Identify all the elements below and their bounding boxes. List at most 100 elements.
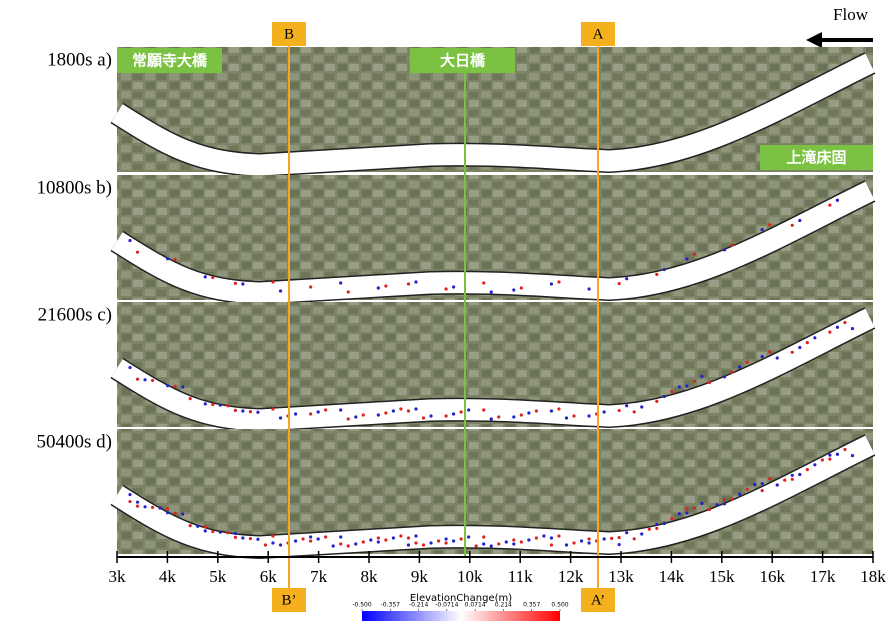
elevation-change-spot <box>490 544 493 547</box>
panel-label: 10800s b) <box>37 177 112 198</box>
elevation-change-spot <box>828 204 831 207</box>
elevation-change-spot <box>234 536 237 539</box>
elevation-change-spot <box>377 413 380 416</box>
elevation-change-spot <box>211 276 214 279</box>
elevation-change-spot <box>384 538 387 541</box>
elevation-change-spot <box>603 537 606 540</box>
elevation-change-spot <box>354 542 357 545</box>
elevation-change-spot <box>572 541 575 544</box>
colorbar-tick-label: -0.357 <box>381 602 401 609</box>
elevation-change-spot <box>294 539 297 542</box>
elevation-change-spot <box>317 410 320 413</box>
elevation-change-spot <box>339 535 342 538</box>
elevation-change-spot <box>339 281 342 284</box>
colorbar-tick-label: 0.357 <box>523 602 540 609</box>
elevation-change-spot <box>143 505 146 508</box>
elevation-change-spot <box>166 257 169 260</box>
elevation-change-spot <box>655 523 658 526</box>
elevation-change-spot <box>324 408 327 411</box>
x-tick-label: 12k <box>558 567 584 586</box>
section-label: B’ <box>282 592 297 608</box>
elevation-change-spot <box>317 537 320 540</box>
x-tick-label: 10k <box>457 567 483 586</box>
elevation-change-spot <box>234 282 237 285</box>
elevation-change-spot <box>241 536 244 539</box>
elevation-change-spot <box>535 536 538 539</box>
elevation-change-spot <box>520 540 523 543</box>
elevation-change-spot <box>482 408 485 411</box>
elevation-change-spot <box>512 542 515 545</box>
elevation-change-spot <box>211 530 214 533</box>
elevation-change-spot <box>678 385 681 388</box>
elevation-change-spot <box>204 402 207 405</box>
elevation-change-spot <box>309 535 312 538</box>
elevation-change-spot <box>685 507 688 510</box>
elevation-change-spot <box>505 540 508 543</box>
elevation-change-spot <box>768 223 771 226</box>
elevation-change-spot <box>618 536 621 539</box>
elevation-change-spot <box>693 507 696 510</box>
elevation-change-spot <box>369 538 372 541</box>
elevation-change-spot <box>128 239 131 242</box>
elevation-change-spot <box>550 536 553 539</box>
elevation-change-spot <box>377 540 380 543</box>
elevation-change-spot <box>399 534 402 537</box>
elevation-change-spot <box>730 243 733 246</box>
elevation-change-spot <box>557 534 560 537</box>
figure: Flow 1800s a)10800s b)21600s c)50400s d)… <box>0 0 889 622</box>
elevation-change-spot <box>332 544 335 547</box>
elevation-change-spot <box>828 458 831 461</box>
place-label: 上滝床固 <box>786 149 846 167</box>
elevation-change-spot <box>429 541 432 544</box>
x-tick-label: 4k <box>159 567 177 586</box>
x-tick-label: 6k <box>260 567 278 586</box>
elevation-change-spot <box>301 537 304 540</box>
colorbar <box>362 611 560 621</box>
elevation-change-spot <box>264 543 267 546</box>
elevation-change-spot <box>467 535 470 538</box>
elevation-change-spot <box>226 531 229 534</box>
elevation-change-spot <box>851 327 854 330</box>
elevation-change-spot <box>836 199 839 202</box>
elevation-change-spot <box>490 417 493 420</box>
elevation-change-spot <box>422 416 425 419</box>
elevation-change-spot <box>249 537 252 540</box>
elevation-change-spot <box>399 407 402 410</box>
elevation-change-spot <box>828 331 831 334</box>
elevation-change-spot <box>798 473 801 476</box>
elevation-change-spot <box>843 321 846 324</box>
elevation-change-spot <box>625 404 628 407</box>
elevation-change-spot <box>746 361 749 364</box>
elevation-change-spot <box>347 417 350 420</box>
elevation-change-spot <box>618 282 621 285</box>
elevation-change-spot <box>279 289 282 292</box>
panel-label: 1800s a) <box>47 49 112 70</box>
elevation-change-spot <box>482 542 485 545</box>
elevation-change-spot <box>700 375 703 378</box>
elevation-change-spot <box>776 356 779 359</box>
elevation-change-spot <box>738 493 741 496</box>
elevation-change-spot <box>309 539 312 542</box>
elevation-change-spot <box>414 407 417 410</box>
elevation-change-spot <box>166 384 169 387</box>
elevation-change-spot <box>166 511 169 514</box>
elevation-change-spot <box>625 531 628 534</box>
elevation-change-spot <box>648 528 651 531</box>
elevation-change-spot <box>407 536 410 539</box>
elevation-change-spot <box>685 384 688 387</box>
x-tick-label: 13k <box>608 567 634 586</box>
elevation-change-spot <box>580 539 583 542</box>
x-tick-label: 18k <box>860 567 886 586</box>
elevation-change-spot <box>633 410 636 413</box>
flow-arrow-head <box>806 32 822 48</box>
elevation-change-spot <box>708 381 711 384</box>
colorbar-tick-label: 0.214 <box>495 602 512 609</box>
elevation-change-spot <box>362 540 365 543</box>
colorbar-tick-label: -0.500 <box>352 602 372 609</box>
elevation-change-spot <box>362 413 365 416</box>
elevation-change-spot <box>143 378 146 381</box>
elevation-change-spot <box>587 287 590 290</box>
x-tick-label: 14k <box>659 567 685 586</box>
elevation-change-spot <box>550 282 553 285</box>
elevation-change-spot <box>625 277 628 280</box>
